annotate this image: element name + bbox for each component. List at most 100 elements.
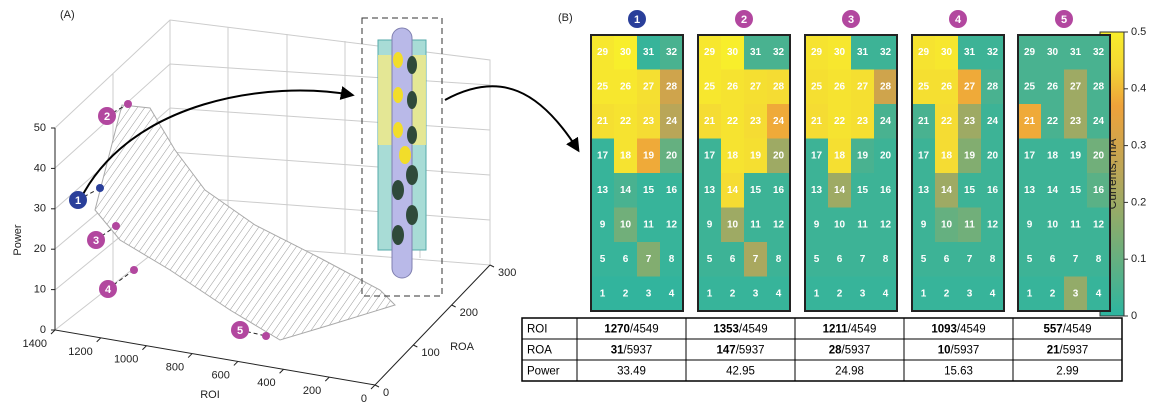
table-cell: 24.98 (835, 366, 864, 378)
table-cell: 42.95 (726, 366, 755, 378)
contact-number: 16 (666, 185, 678, 196)
contact-number: 29 (597, 47, 609, 58)
contact-number: 23 (857, 116, 869, 127)
contact-number: 30 (1047, 47, 1059, 58)
contact-number: 17 (918, 150, 930, 161)
contact-number: 27 (750, 81, 762, 92)
x-tick (142, 346, 146, 350)
x-tick-label: 400 (257, 377, 275, 389)
grid-header-label: 1 (634, 14, 640, 26)
contact-number: 2 (837, 288, 843, 299)
contact-number: 10 (727, 219, 739, 230)
contact-number: 10 (834, 219, 846, 230)
z-tick-label: 10 (34, 284, 46, 296)
contact-number: 32 (666, 47, 678, 58)
contact-number: 27 (857, 81, 869, 92)
colorbar-tick-label: 0.5 (1131, 26, 1146, 38)
contact-number: 32 (987, 47, 999, 58)
contact-number: 21 (704, 116, 716, 127)
contact-number: 26 (620, 81, 632, 92)
colorbar-tick-label: 0 (1131, 310, 1137, 322)
contact-number: 17 (704, 150, 716, 161)
figure: (A) Power ROI ROA (B) Currents, mA 01020… (0, 0, 1157, 403)
contact-number: 15 (643, 185, 655, 196)
contact-number: 21 (811, 116, 823, 127)
contact-number: 6 (944, 254, 950, 265)
contact-number: 1 (814, 288, 820, 299)
contact-number: 4 (669, 288, 675, 299)
contact-number: 13 (811, 185, 823, 196)
contact-number: 22 (1047, 116, 1059, 127)
contact-number: 15 (750, 185, 762, 196)
z-tick-label: 50 (34, 122, 46, 134)
contact-number: 23 (750, 116, 762, 127)
table-cell-bold: 1211 (823, 324, 849, 336)
table-cell-bold: 21 (1047, 345, 1060, 357)
z-tick-label: 0 (40, 324, 46, 336)
contact-number: 3 (967, 288, 973, 299)
contact-number: 6 (730, 254, 736, 265)
table-cell-bold: 1270 (604, 324, 630, 336)
table-cell-bold: 10 (938, 345, 951, 357)
contact-number: 2 (944, 288, 950, 299)
contact-number: 18 (834, 150, 846, 161)
table-cell-text: /5937 (736, 345, 765, 357)
contact-number: 19 (857, 150, 869, 161)
table-cell-text: /5937 (842, 345, 871, 357)
contact-number: 17 (1024, 150, 1036, 161)
contact-number: 21 (918, 116, 930, 127)
table-cell-bold: 31 (611, 345, 624, 357)
table-row-label: ROA (527, 345, 552, 357)
table-cell: 557/4549 (1044, 324, 1092, 336)
contact-number: 27 (1070, 81, 1082, 92)
contact-number: 15 (857, 185, 869, 196)
x-tick (97, 338, 101, 342)
contact-number: 31 (643, 47, 655, 58)
x-tick-label: 200 (303, 385, 321, 397)
contact-number: 14 (727, 185, 739, 196)
contact-number: 24 (880, 116, 892, 127)
contact-number: 7 (1073, 254, 1079, 265)
y-tick-label: 100 (421, 347, 439, 359)
contact-number: 8 (776, 254, 782, 265)
x-tick (280, 369, 284, 373)
y-tick-label: 300 (498, 267, 516, 279)
contact-number: 27 (643, 81, 655, 92)
contact-number: 14 (1047, 185, 1059, 196)
marker-dot (124, 100, 132, 108)
x-tick-label: 1000 (114, 354, 138, 366)
contact-number: 11 (1070, 219, 1081, 230)
marker-dot (130, 266, 138, 274)
table-cell-text: 33.49 (617, 366, 646, 378)
contact-number: 10 (941, 219, 953, 230)
contact-number: 17 (811, 150, 823, 161)
contact-number: 11 (857, 219, 868, 230)
table-cell-text: /4549 (957, 324, 986, 336)
marker-label: 2 (104, 111, 110, 123)
grid-header-label: 5 (1061, 14, 1067, 26)
x-label: ROI (200, 389, 220, 401)
contact-number: 16 (773, 185, 785, 196)
table-cell-bold: 557 (1044, 324, 1063, 336)
contact-number: 8 (1096, 254, 1102, 265)
contact-number: 29 (918, 47, 930, 58)
table-cell: 15.63 (944, 366, 973, 378)
contact-number: 2 (730, 288, 736, 299)
table-cell-text: 15.63 (944, 366, 973, 378)
table-cell: 28/5937 (829, 345, 871, 357)
contact-number: 15 (1070, 185, 1082, 196)
contact-number: 5 (814, 254, 820, 265)
contact-number: 32 (880, 47, 892, 58)
panel-label: (B) (558, 12, 573, 24)
surface (95, 105, 395, 340)
table-cell-text: /5937 (951, 345, 980, 357)
contact-number: 28 (666, 81, 678, 92)
panel-label: (A) (60, 9, 75, 21)
contact-number: 30 (834, 47, 846, 58)
table-cell: 1353/4549 (713, 324, 767, 336)
table-cell: 31/5937 (611, 345, 653, 357)
table-cell-text: 42.95 (726, 366, 755, 378)
marker-dot (112, 222, 120, 230)
contact-number: 6 (1050, 254, 1056, 265)
contact-number: 18 (620, 150, 632, 161)
